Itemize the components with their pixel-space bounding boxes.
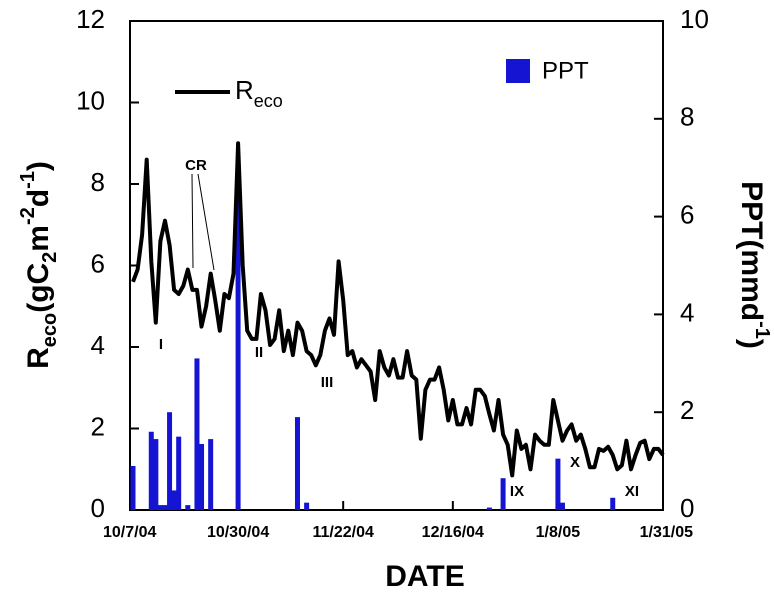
legend-label: Reco	[235, 75, 283, 111]
annotation: III	[321, 374, 334, 391]
y2-axis-label: PPT(mmd-1)	[735, 181, 773, 349]
x-tick-label: 1/31/05	[640, 524, 693, 541]
y2-tick-label: 0	[680, 493, 694, 523]
ppt-bar	[185, 505, 191, 510]
ppt-bar	[559, 502, 565, 510]
ppt-bar	[304, 502, 310, 510]
ppt-bar	[157, 505, 163, 510]
ppt-bar	[194, 358, 200, 510]
x-axis-label: DATE	[385, 560, 464, 593]
y2-tick-label: 2	[680, 395, 694, 425]
annotation-pointer	[197, 173, 215, 271]
ppt-bar	[171, 490, 177, 510]
annotation: XI	[625, 483, 639, 500]
ppt-bar	[199, 443, 205, 510]
y-tick-label: 8	[91, 167, 105, 197]
y-tick-label: 12	[76, 4, 105, 34]
ppt-bar	[500, 478, 506, 510]
ppt-bar	[130, 465, 136, 510]
reco-line	[131, 141, 665, 478]
ppt-bar	[208, 439, 214, 510]
y-axis-label: Reco(gC2m-2d-1)	[17, 161, 61, 369]
ppt-bar	[176, 436, 182, 510]
x-tick-label: 11/22/04	[312, 524, 374, 541]
ppt-bar	[148, 431, 154, 510]
y2-tick-label: 8	[680, 102, 694, 132]
ppt-bar	[610, 497, 616, 510]
x-tick-label: 12/16/04	[422, 524, 484, 541]
y2-tick-label: 4	[680, 297, 694, 327]
annotation-pointer	[191, 173, 194, 269]
y-tick-label: 2	[91, 411, 105, 441]
ppt-bar	[555, 458, 561, 510]
annotation: CR	[185, 157, 207, 174]
ppt-bar	[235, 199, 241, 511]
legend-label: PPT	[542, 57, 589, 84]
ppt-bar	[167, 412, 173, 510]
x-tick-label: 1/8/05	[536, 524, 581, 541]
ppt-bar	[486, 507, 492, 510]
x-tick-label: 10/7/04	[103, 524, 156, 541]
legend-swatch	[506, 59, 530, 83]
y2-tick-label: 6	[680, 199, 694, 229]
y2-tick-label: 10	[680, 4, 709, 34]
annotation: X	[570, 454, 580, 471]
ppt-bar	[153, 439, 159, 510]
y-tick-label: 6	[91, 248, 105, 278]
annotation: II	[255, 344, 263, 361]
x-tick-label: 10/30/04	[207, 524, 269, 541]
ppt-bar	[294, 417, 300, 510]
y-tick-label: 10	[76, 85, 105, 115]
ppt-bar	[162, 505, 168, 510]
y-tick-label: 4	[91, 330, 105, 360]
y-tick-label: 0	[91, 493, 105, 523]
annotation: IX	[510, 483, 524, 500]
annotation: I	[159, 336, 163, 353]
